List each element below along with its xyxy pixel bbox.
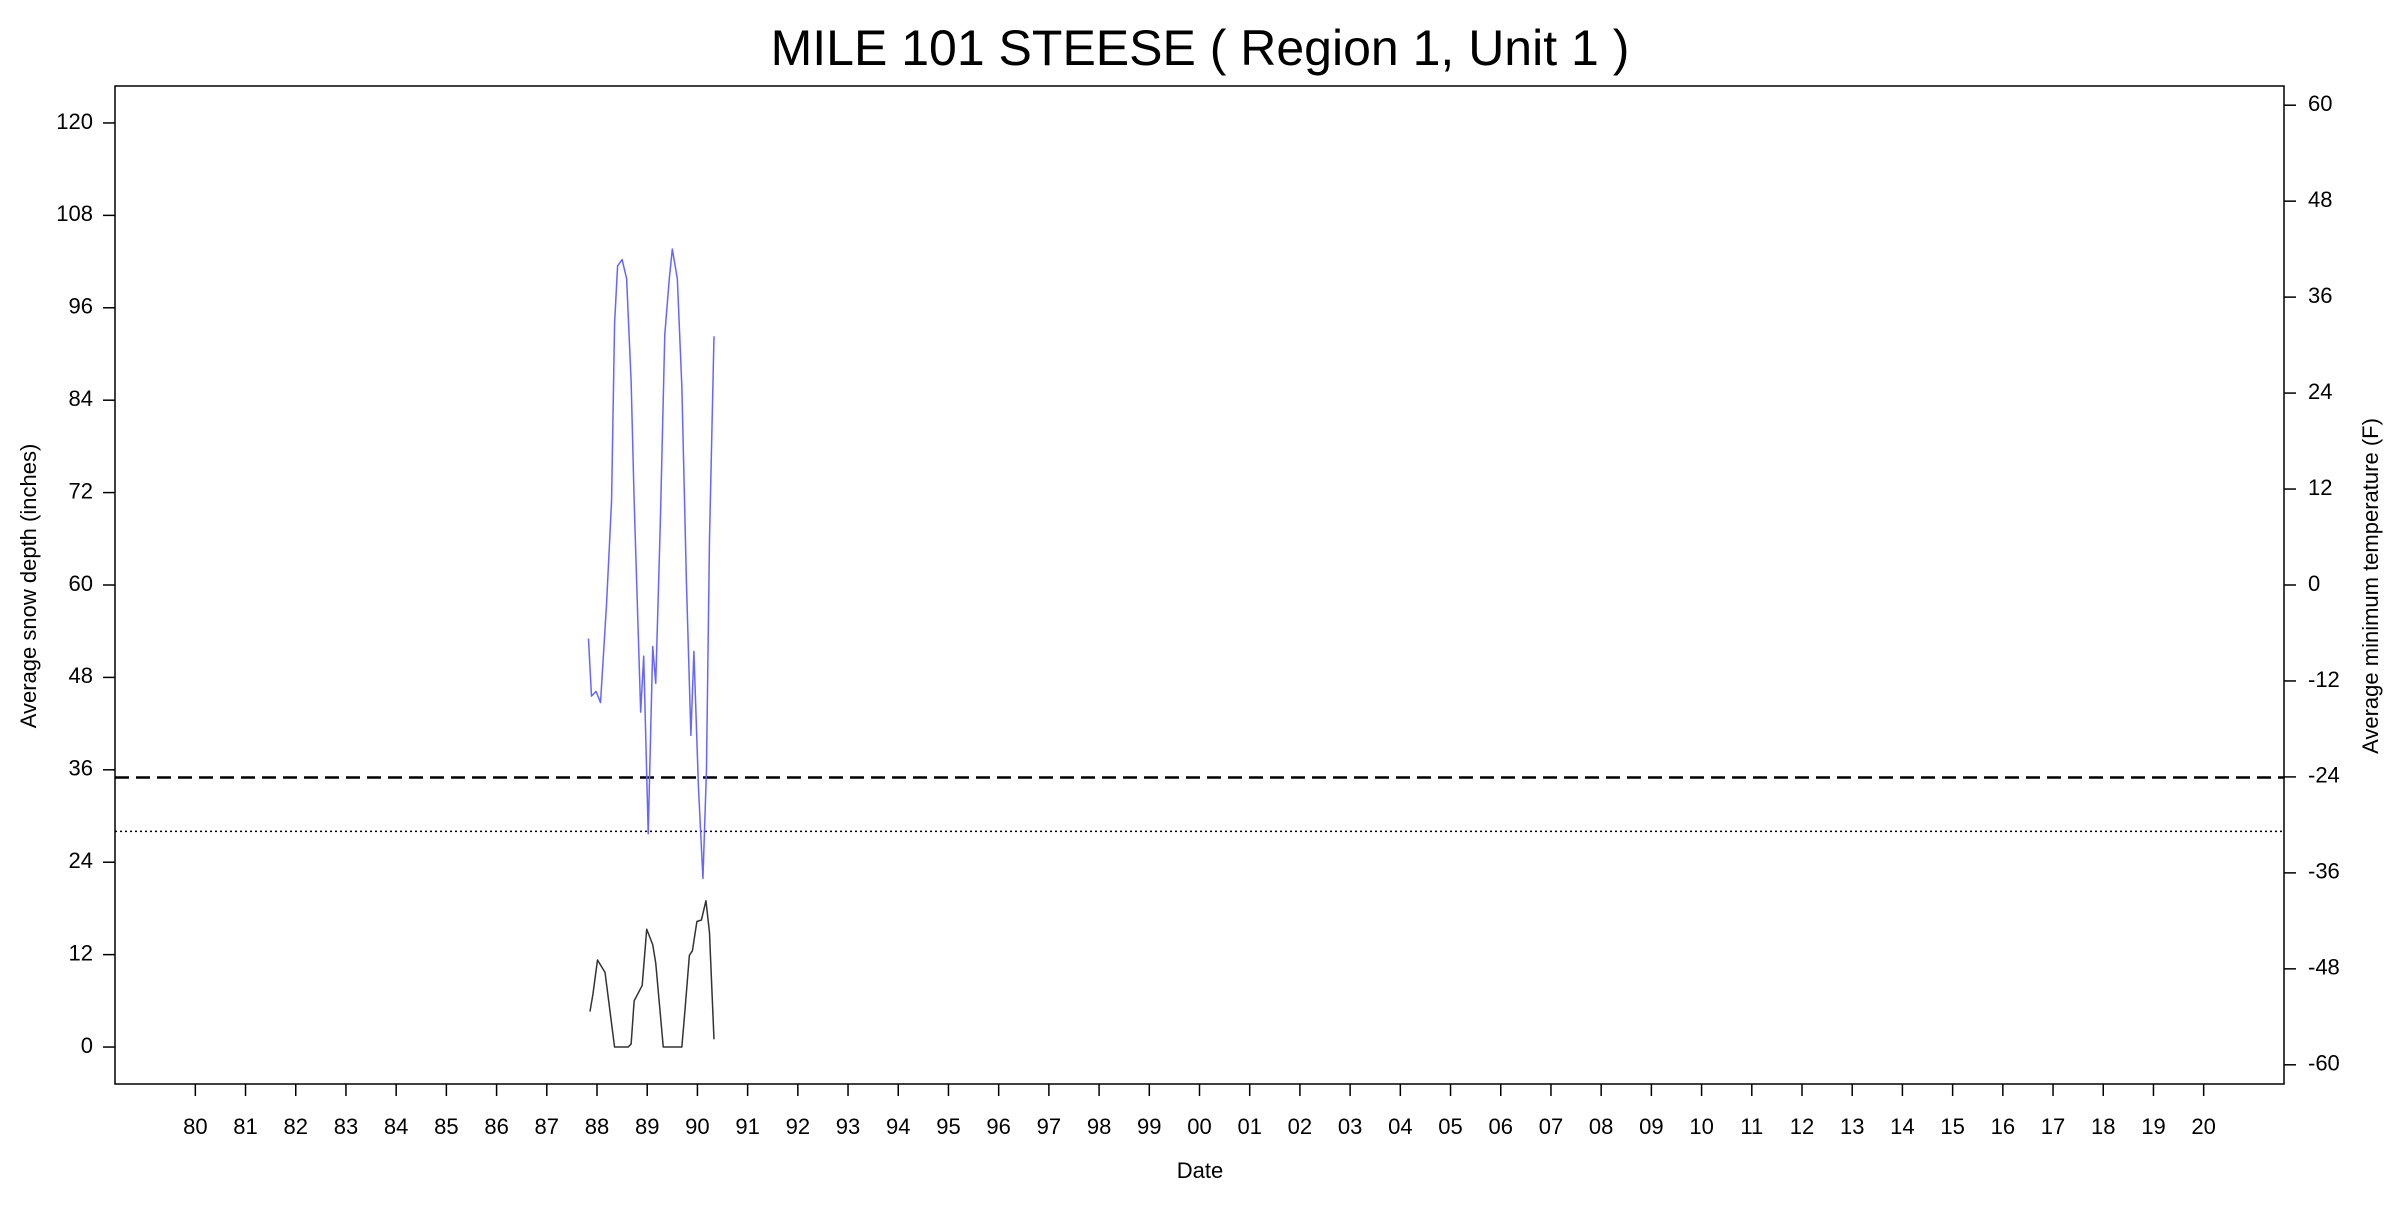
y2-tick-label: -60 (2308, 1051, 2340, 1076)
x-tick-label: 97 (1037, 1114, 1061, 1139)
x-tick-label: 04 (1388, 1114, 1412, 1139)
x-tick-label: 17 (2041, 1114, 2065, 1139)
y2-tick-label: -24 (2308, 763, 2340, 788)
x-tick-label: 88 (585, 1114, 609, 1139)
x-tick-label: 95 (936, 1114, 960, 1139)
y2-tick-label: -48 (2308, 955, 2340, 980)
x-tick-label: 81 (233, 1114, 257, 1139)
x-tick-label: 82 (284, 1114, 308, 1139)
x-tick-label: 18 (2091, 1114, 2115, 1139)
x-tick-label: 87 (535, 1114, 559, 1139)
y2-tick-label: 12 (2308, 475, 2332, 500)
x-tick-label: 89 (635, 1114, 659, 1139)
series-line (589, 899, 715, 1048)
y-tick-label: 96 (69, 294, 93, 319)
y-tick-label: 120 (56, 109, 93, 134)
series-line (587, 248, 715, 880)
x-tick-label: 15 (1940, 1114, 1964, 1139)
y-tick-label: 72 (69, 478, 93, 503)
y2-tick-label: 36 (2308, 283, 2332, 308)
y-tick-label: 108 (56, 201, 93, 226)
y-tick-label: 60 (69, 571, 93, 596)
x-tick-label: 07 (1539, 1114, 1563, 1139)
x-tick-label: 20 (2191, 1114, 2215, 1139)
x-tick-label: 14 (1890, 1114, 1914, 1139)
y-axis-title: Average snow depth (inches) (16, 444, 41, 729)
y-tick-label: 84 (69, 386, 93, 411)
y2-tick-label: 24 (2308, 379, 2332, 404)
x-tick-label: 83 (334, 1114, 358, 1139)
x-tick-label: 92 (786, 1114, 810, 1139)
x-tick-label: 02 (1288, 1114, 1312, 1139)
x-tick-label: 93 (836, 1114, 860, 1139)
x-tick-label: 09 (1639, 1114, 1663, 1139)
y2-tick-label: -12 (2308, 667, 2340, 692)
chart-title: MILE 101 STEESE ( Region 1, Unit 1 ) (771, 20, 1630, 76)
x-tick-label: 80 (183, 1114, 207, 1139)
x-tick-label: 84 (384, 1114, 408, 1139)
x-tick-label: 00 (1187, 1114, 1211, 1139)
x-tick-label: 16 (1991, 1114, 2015, 1139)
x-axis-title: Date (1177, 1158, 1223, 1183)
x-tick-label: 13 (1840, 1114, 1864, 1139)
x-tick-label: 19 (2141, 1114, 2165, 1139)
x-tick-label: 12 (1790, 1114, 1814, 1139)
plot-frame (114, 85, 2285, 1085)
y2-axis-title: Average minimum temperature (F) (2358, 418, 2383, 754)
y-tick-label: 36 (69, 756, 93, 781)
y2-tick-label: -36 (2308, 859, 2340, 884)
x-tick-label: 06 (1489, 1114, 1513, 1139)
x-tick-label: 98 (1087, 1114, 1111, 1139)
x-tick-label: 11 (1740, 1114, 1763, 1139)
x-tick-label: 90 (685, 1114, 709, 1139)
x-tick-label: 03 (1338, 1114, 1362, 1139)
x-tick-label: 05 (1438, 1114, 1462, 1139)
x-tick-label: 10 (1689, 1114, 1713, 1139)
y-tick-label: 0 (81, 1033, 93, 1058)
y-tick-label: 24 (69, 848, 93, 873)
y2-tick-label: 0 (2308, 571, 2320, 596)
y2-tick-label: 60 (2308, 91, 2332, 116)
x-tick-label: 01 (1237, 1114, 1261, 1139)
x-tick-label: 91 (735, 1114, 759, 1139)
y2-tick-label: 48 (2308, 187, 2332, 212)
x-tick-label: 85 (434, 1114, 458, 1139)
y-tick-label: 48 (69, 663, 93, 688)
x-tick-label: 94 (886, 1114, 910, 1139)
y-tick-label: 12 (69, 940, 93, 965)
x-tick-label: 96 (986, 1114, 1010, 1139)
x-tick-label: 99 (1137, 1114, 1161, 1139)
x-tick-label: 08 (1589, 1114, 1613, 1139)
x-tick-label: 86 (484, 1114, 508, 1139)
